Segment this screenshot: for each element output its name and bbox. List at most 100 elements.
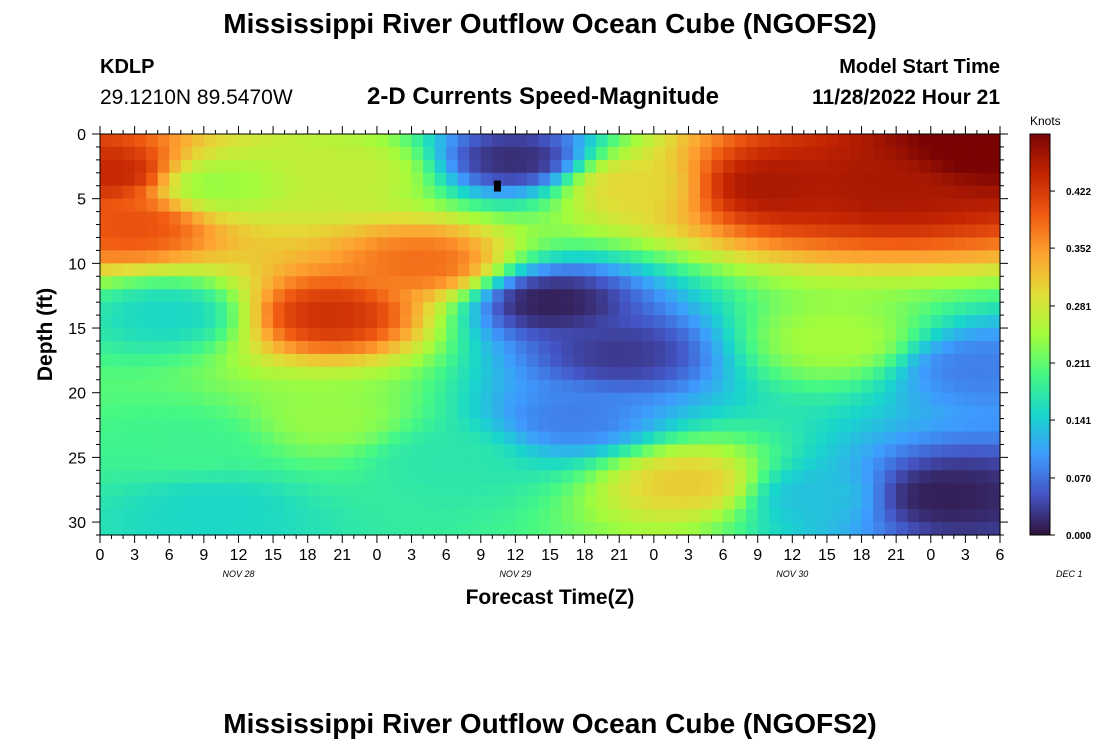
heatmap-cell: [376, 315, 390, 329]
heatmap-cell: [942, 431, 955, 446]
heatmap-cell: [803, 522, 816, 536]
heatmap-cell: [953, 340, 966, 355]
heatmap-cell: [607, 185, 620, 200]
heatmap-cell: [203, 366, 216, 381]
heatmap-cell: [930, 224, 943, 239]
heatmap-cell: [134, 496, 147, 510]
heatmap-cell: [180, 496, 193, 510]
heatmap-cell: [873, 483, 886, 497]
heatmap-cell: [296, 509, 309, 523]
heatmap-cell: [653, 418, 666, 433]
heatmap-cell: [700, 172, 713, 187]
heatmap-cell: [734, 366, 747, 381]
heatmap-cell: [238, 379, 251, 394]
heatmap-cell: [273, 328, 286, 342]
heatmap-cell: [930, 276, 943, 290]
heatmap-cell: [215, 444, 228, 458]
heatmap-cell: [711, 328, 724, 342]
heatmap-cell: [238, 237, 251, 252]
heatmap-cell: [769, 198, 782, 213]
heatmap-cell: [896, 250, 909, 264]
heatmap-cell: [469, 315, 482, 329]
heatmap-cell: [492, 237, 505, 252]
heatmap-cell: [976, 483, 990, 497]
heatmap-cell: [273, 159, 286, 174]
heatmap-cell: [503, 315, 516, 329]
heatmap-cell: [146, 289, 159, 303]
heatmap-cell: [365, 444, 378, 458]
heatmap-cell: [238, 172, 251, 187]
heatmap-cell: [134, 276, 147, 290]
heatmap-cell: [723, 353, 736, 368]
heatmap-cell: [319, 211, 332, 226]
heatmap-cell: [653, 198, 666, 213]
heatmap-cell: [976, 405, 990, 420]
heatmap-cell: [873, 509, 886, 523]
heatmap-cell: [757, 509, 770, 523]
heatmap-cell: [838, 418, 851, 433]
heatmap-cell: [423, 340, 436, 355]
heatmap-cell: [746, 172, 759, 187]
heatmap-cell: [342, 250, 355, 264]
heatmap-cell: [261, 470, 274, 484]
heatmap-cell: [146, 483, 159, 497]
heatmap-cell: [180, 353, 193, 368]
heatmap-cell: [480, 146, 493, 161]
model-start-value: 11/28/2022 Hour 21: [812, 86, 1000, 109]
heatmap-cell: [365, 237, 378, 252]
heatmap-cell: [480, 509, 493, 523]
heatmap-cell: [157, 185, 170, 200]
heatmap-cell: [538, 353, 551, 368]
heatmap-cell: [307, 418, 320, 433]
heatmap-cell: [111, 159, 124, 174]
heatmap-cell: [146, 276, 159, 290]
heatmap-cell: [550, 237, 563, 252]
heatmap-cell: [492, 340, 505, 355]
heatmap-cell: [157, 522, 170, 536]
heatmap-cell: [526, 522, 540, 536]
heatmap-cell: [261, 431, 274, 446]
heatmap-cell: [711, 198, 724, 213]
heatmap-cell: [169, 509, 182, 523]
heatmap-cell: [457, 134, 470, 148]
heatmap-cell: [919, 289, 932, 303]
heatmap-cell: [769, 379, 782, 394]
heatmap-cell: [734, 315, 747, 329]
heatmap-cell: [607, 198, 620, 213]
heatmap-cell: [561, 353, 574, 368]
heatmap-cell: [434, 224, 447, 239]
heatmap-cell: [503, 276, 516, 290]
heatmap-cell: [446, 470, 459, 484]
heatmap-cell: [250, 302, 263, 316]
y-tick-label: 30: [68, 515, 86, 532]
heatmap-cell: [134, 470, 147, 484]
heatmap-cell: [884, 353, 897, 368]
heatmap-cell: [780, 224, 793, 239]
heatmap-chart: 0 3 6 9 12 15 18 21 0 3 6 9 12 15 18 21 0 3 6 9 12 15 18 21 0 3 6N…: [34, 114, 1091, 609]
heatmap-cell: [480, 483, 493, 497]
heatmap-cell: [226, 405, 240, 420]
heatmap-cell: [226, 366, 240, 381]
heatmap-cell: [665, 237, 678, 252]
heatmap-cell: [446, 418, 459, 433]
heatmap-cell: [203, 418, 216, 433]
heatmap-cell: [376, 134, 390, 148]
heatmap-cell: [561, 392, 574, 407]
heatmap-cell: [353, 509, 366, 523]
heatmap-cell: [607, 263, 620, 277]
heatmap-cell: [896, 224, 909, 239]
heatmap-cell: [769, 353, 782, 368]
heatmap-cell: [526, 431, 540, 446]
heatmap-cell: [653, 509, 666, 523]
heatmap-cell: [411, 379, 424, 394]
heatmap-cell: [850, 172, 863, 187]
heatmap-cell: [619, 146, 632, 161]
heatmap-cell: [365, 431, 378, 446]
heatmap-cell: [192, 224, 205, 239]
heatmap-cell: [630, 379, 643, 394]
heatmap-cell: [526, 224, 540, 239]
heatmap-cell: [930, 470, 943, 484]
heatmap-cell: [619, 211, 632, 226]
heatmap-cell: [284, 522, 297, 536]
heatmap-cell: [711, 522, 724, 536]
